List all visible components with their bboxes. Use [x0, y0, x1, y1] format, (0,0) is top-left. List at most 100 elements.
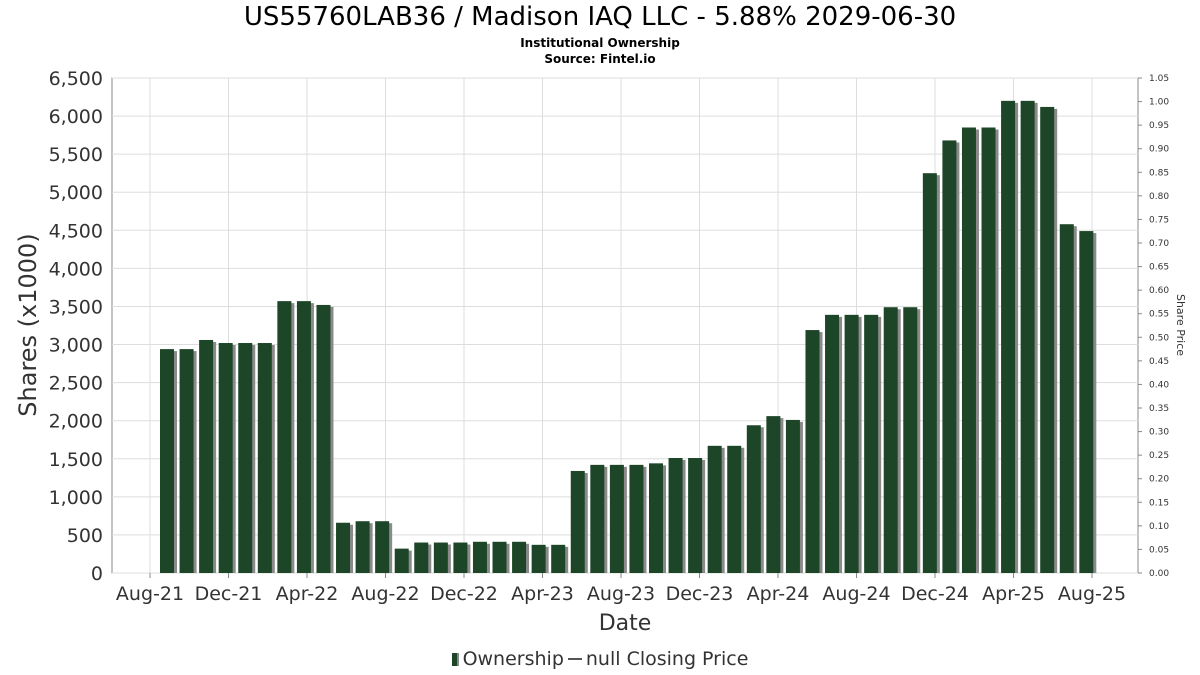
- price-legend-line: [567, 658, 582, 660]
- y2-tick-label: 0.05: [1149, 545, 1169, 555]
- y-tick-label: 2,000: [49, 411, 103, 433]
- y-tick-label: 3,500: [49, 296, 103, 318]
- ownership-bar: [551, 544, 566, 573]
- ownership-bar: [394, 548, 409, 573]
- ownership-bar: [160, 349, 174, 573]
- y-tick-label: 5,500: [49, 144, 103, 166]
- ownership-bar: [453, 542, 468, 573]
- y-tick-label: 1,000: [49, 487, 103, 509]
- y2-tick-label: 0.90: [1149, 145, 1169, 155]
- ownership-bar: [296, 301, 311, 573]
- ownership-bar: [179, 349, 194, 573]
- chart-source: Source: Fintel.io: [544, 52, 656, 66]
- y2-tick-label: 0.50: [1149, 333, 1169, 343]
- x-tick-label: Aug-23: [587, 583, 655, 605]
- x-tick-label: Apr-24: [747, 583, 810, 605]
- ownership-bar: [883, 307, 898, 573]
- x-tick-label: Aug-25: [1058, 583, 1126, 605]
- x-tick-label: Aug-22: [351, 583, 419, 605]
- y-tick-label: 3,000: [49, 335, 103, 357]
- x-tick-label: Apr-23: [511, 583, 574, 605]
- y2-tick-label: 0.35: [1149, 404, 1169, 414]
- y2-tick-label: 0.55: [1149, 310, 1169, 320]
- y-tick-label: 6,500: [49, 68, 103, 90]
- ownership-bar: [199, 339, 214, 573]
- ownership-bar: [805, 330, 820, 573]
- ownership-bar: [727, 445, 742, 573]
- y2-tick-label: 0.75: [1149, 215, 1169, 225]
- y2-tick-label: 0.10: [1149, 522, 1169, 532]
- chart-subtitle: Institutional Ownership: [520, 36, 680, 50]
- ownership-bar: [472, 541, 487, 573]
- ownership-bar: [746, 425, 761, 573]
- ownership-bar: [688, 458, 703, 573]
- ownership-bar: [903, 307, 918, 573]
- ownership-legend-label: Ownership: [462, 648, 564, 670]
- ownership-bar: [1079, 231, 1094, 574]
- ownership-bar: [492, 541, 507, 573]
- ownership-bar: [590, 464, 605, 573]
- ownership-bar: [277, 301, 292, 573]
- ownership-bar: [433, 542, 448, 573]
- y-tick-label: 1,500: [49, 449, 103, 471]
- y2-tick-label: 0.60: [1149, 286, 1169, 296]
- y2-axis-title: Share Price: [1174, 294, 1187, 356]
- ownership-bar: [942, 140, 957, 573]
- ownership-bar: [825, 314, 840, 573]
- y-tick-label: 4,000: [49, 258, 103, 280]
- price-legend-label: null Closing Price: [585, 648, 749, 670]
- y-tick-label: 6,000: [49, 106, 103, 128]
- y-tick-label: 5,000: [49, 182, 103, 204]
- x-tick-label: Aug-21: [116, 583, 184, 605]
- ownership-bar: [609, 464, 624, 573]
- y-tick-label: 4,500: [49, 220, 103, 242]
- y2-tick-label: 0.70: [1149, 239, 1169, 249]
- y-tick-label: 500: [67, 525, 103, 547]
- x-tick-label: Apr-22: [276, 583, 339, 605]
- x-tick-label: Dec-23: [666, 583, 734, 605]
- ownership-bar: [844, 314, 859, 573]
- legend: Ownership null Closing Price: [0, 648, 1200, 670]
- ownership-bar: [961, 127, 976, 573]
- ownership-bar: [1001, 100, 1016, 573]
- y2-tick-label: 0.40: [1149, 380, 1169, 390]
- ownership-bar: [629, 464, 644, 573]
- x-tick-label: Dec-24: [901, 583, 969, 605]
- ownership-bar: [316, 304, 331, 573]
- y2-tick-label: 0.25: [1149, 451, 1169, 461]
- x-tick-label: Apr-25: [982, 583, 1045, 605]
- ownership-bar: [766, 416, 781, 573]
- ownership-bar: [257, 343, 272, 573]
- ownership-bar: [570, 470, 585, 573]
- ownership-bar: [649, 463, 663, 573]
- ownership-bar: [785, 419, 800, 573]
- y2-tick-label: 0.85: [1149, 168, 1169, 178]
- ownership-legend-swatch: [451, 653, 459, 666]
- ownership-bar: [668, 458, 683, 573]
- ownership-bar: [336, 522, 351, 573]
- ownership-bar: [238, 343, 253, 573]
- y2-tick-label: 0.15: [1149, 498, 1169, 508]
- ownership-bar: [375, 521, 390, 573]
- ownership-bar: [1040, 106, 1055, 573]
- y2-tick-label: 0.65: [1149, 263, 1169, 273]
- ownership-bar: [922, 173, 937, 573]
- y2-tick-label: 0.95: [1149, 121, 1169, 131]
- x-tick-label: Dec-21: [195, 583, 263, 605]
- ownership-bar: [1059, 224, 1074, 573]
- ownership-bar: [981, 127, 996, 573]
- y2-tick-label: 0.20: [1149, 475, 1169, 485]
- y2-tick-label: 1.00: [1149, 98, 1169, 108]
- x-tick-label: Aug-24: [822, 583, 890, 605]
- x-tick-label: Dec-22: [430, 583, 498, 605]
- x-axis-title: Date: [599, 611, 652, 636]
- ownership-bar: [355, 521, 370, 573]
- ownership-bar: [864, 314, 879, 573]
- ownership-bar: [414, 542, 429, 573]
- y-tick-label: 2,500: [49, 373, 103, 395]
- y2-tick-label: 0.30: [1149, 428, 1169, 438]
- ownership-bar: [1020, 100, 1035, 573]
- y2-tick-label: 0.45: [1149, 357, 1169, 367]
- y-axis-title: Shares (x1000): [14, 233, 42, 416]
